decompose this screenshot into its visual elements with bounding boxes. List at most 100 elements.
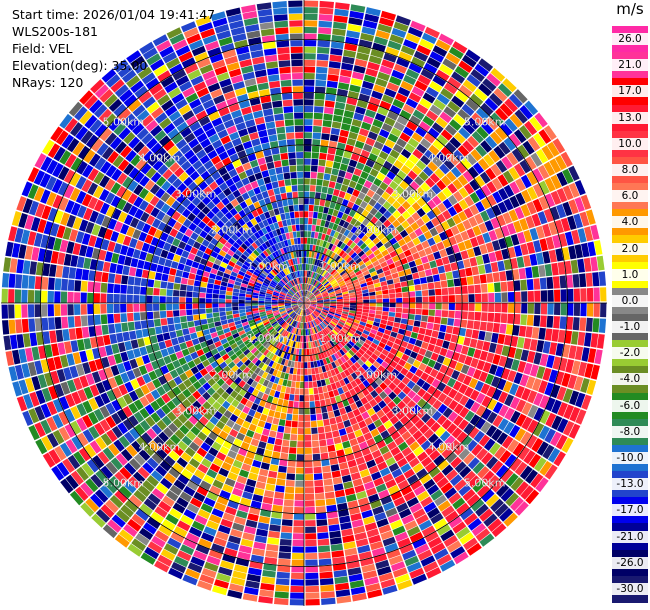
velocity-gate	[348, 249, 355, 257]
velocity-gate	[222, 400, 231, 410]
velocity-gate	[435, 39, 451, 52]
velocity-gate	[100, 304, 107, 314]
velocity-gate	[314, 367, 319, 374]
velocity-gate	[310, 299, 317, 302]
velocity-gate	[401, 220, 410, 229]
velocity-gate	[241, 318, 248, 324]
velocity-gate	[206, 313, 213, 319]
velocity-gate	[185, 165, 196, 176]
velocity-gate	[384, 329, 392, 336]
velocity-gate	[320, 247, 325, 254]
velocity-gate	[350, 337, 357, 344]
velocity-gate	[315, 499, 326, 507]
velocity-gate	[293, 401, 299, 408]
velocity-gate	[319, 199, 326, 207]
velocity-gate	[398, 328, 406, 335]
velocity-gate	[284, 304, 291, 306]
velocity-gate	[432, 438, 444, 449]
velocity-gate	[336, 595, 352, 604]
velocity-gate	[485, 117, 499, 131]
velocity-gate	[132, 123, 145, 136]
velocity-gate	[67, 304, 74, 316]
velocity-gate	[351, 203, 360, 212]
velocity-gate	[214, 321, 222, 327]
velocity-gate	[46, 432, 59, 448]
velocity-gate	[460, 157, 472, 170]
velocity-gate	[198, 377, 207, 386]
velocity-gate	[309, 306, 315, 310]
velocity-gate	[479, 274, 487, 284]
velocity-gate	[292, 297, 298, 301]
velocity-gate	[433, 345, 442, 354]
velocity-gate	[197, 406, 207, 416]
velocity-gate	[317, 246, 322, 253]
velocity-gate	[385, 274, 393, 281]
velocity-gate	[197, 431, 208, 442]
velocity-gate	[249, 264, 256, 271]
velocity-gate	[259, 468, 269, 477]
velocity-gate	[318, 558, 332, 566]
velocity-gate	[341, 338, 348, 345]
velocity-gate	[448, 287, 455, 295]
velocity-gate	[351, 324, 358, 330]
velocity-gate	[114, 84, 129, 98]
velocity-gate	[250, 380, 258, 389]
velocity-gate	[201, 206, 211, 215]
velocity-gate	[411, 165, 422, 176]
velocity-gate	[544, 193, 556, 208]
velocity-gate	[105, 499, 119, 514]
velocity-gate	[389, 293, 396, 299]
velocity-gate	[243, 250, 250, 258]
velocity-gate	[225, 295, 232, 300]
velocity-gate	[458, 484, 472, 497]
velocity-gate	[199, 303, 206, 309]
velocity-gate	[304, 297, 307, 303]
velocity-gate	[139, 503, 153, 516]
velocity-gate	[462, 489, 476, 502]
velocity-gate	[275, 341, 281, 349]
velocity-gate	[308, 284, 311, 291]
velocity-gate	[291, 381, 296, 388]
velocity-gate	[142, 223, 151, 234]
velocity-gate	[497, 378, 507, 391]
velocity-gate	[494, 127, 508, 141]
velocity-gate	[566, 316, 574, 330]
velocity-gate	[75, 190, 87, 204]
velocity-gate	[172, 462, 184, 474]
velocity-gate	[135, 508, 150, 522]
velocity-gate	[373, 36, 388, 46]
velocity-gate	[313, 280, 318, 287]
velocity-gate	[268, 352, 275, 360]
velocity-gate	[31, 376, 41, 391]
velocity-gate	[298, 300, 304, 303]
velocity-gate	[360, 171, 369, 180]
velocity-gate	[265, 351, 272, 358]
velocity-gate	[425, 220, 435, 230]
velocity-gate	[534, 290, 541, 302]
velocity-gate	[195, 544, 210, 555]
velocity-gate	[388, 336, 396, 343]
velocity-gate	[571, 331, 579, 345]
velocity-gate	[229, 275, 237, 281]
velocity-gate	[383, 241, 392, 249]
velocity-gate	[223, 327, 231, 334]
velocity-gate	[331, 260, 337, 267]
velocity-gate	[350, 364, 358, 372]
velocity-gate	[103, 113, 117, 127]
velocity-gate	[539, 395, 550, 409]
velocity-gate	[370, 256, 378, 264]
velocity-gate	[137, 259, 145, 269]
velocity-gate	[363, 516, 376, 525]
velocity-gate	[471, 443, 483, 456]
velocity-gate	[272, 307, 279, 310]
velocity-gate	[248, 255, 255, 262]
velocity-gate	[376, 268, 384, 275]
velocity-gate	[245, 306, 252, 310]
velocity-gate	[66, 214, 76, 228]
velocity-gate	[274, 313, 281, 318]
velocity-gate	[166, 252, 175, 261]
velocity-gate	[281, 406, 288, 414]
velocity-gate	[100, 161, 112, 174]
velocity-gate	[127, 312, 134, 322]
velocity-gate	[246, 377, 254, 386]
